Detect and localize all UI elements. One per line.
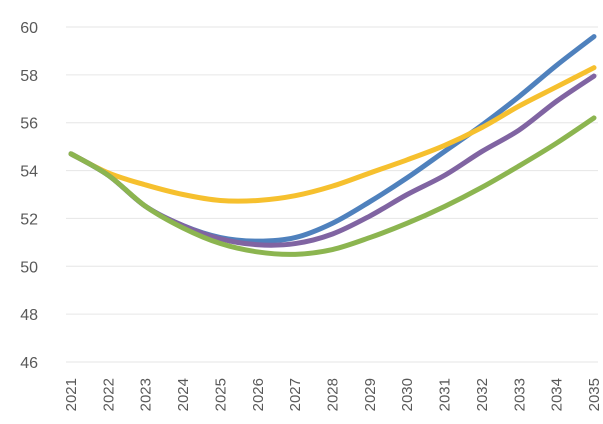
x-tick-label: 2032 — [474, 378, 491, 411]
y-tick-label: 60 — [20, 20, 38, 37]
series-line-4 — [68, 115, 597, 257]
y-tick-label: 48 — [20, 307, 38, 324]
y-tick-label: 54 — [20, 164, 38, 181]
gridlines — [66, 26, 598, 363]
x-tick-label: 2026 — [250, 378, 267, 411]
x-tick-label: 2027 — [287, 378, 304, 411]
y-tick-label: 46 — [20, 355, 38, 372]
x-tick-label: 2022 — [100, 378, 117, 411]
x-tick-label: 2028 — [325, 378, 342, 411]
y-tick-label: 52 — [20, 211, 38, 228]
series-lines — [68, 34, 597, 257]
x-tick-label: 2035 — [586, 378, 603, 411]
x-axis-ticks: 2021 2022 2023 2024 2025 2026 2027 2028 2029 2030… — [63, 378, 603, 411]
series-line-2 — [68, 65, 597, 204]
x-tick-label: 2021 — [63, 378, 80, 411]
y-tick-label: 50 — [20, 259, 38, 276]
x-tick-label: 2034 — [549, 378, 566, 411]
x-tick-label: 2024 — [175, 378, 192, 411]
y-tick-label: 56 — [20, 116, 38, 133]
y-tick-label: 58 — [20, 68, 38, 85]
x-tick-label: 2023 — [138, 378, 155, 411]
x-tick-label: 2031 — [437, 378, 454, 411]
x-tick-label: 2025 — [212, 378, 229, 411]
y-axis-ticks: 46 48 50 52 54 56 58 60 — [20, 20, 38, 372]
x-tick-label: 2033 — [511, 378, 528, 411]
x-tick-label: 2029 — [362, 378, 379, 411]
x-tick-label: 2030 — [399, 378, 416, 411]
